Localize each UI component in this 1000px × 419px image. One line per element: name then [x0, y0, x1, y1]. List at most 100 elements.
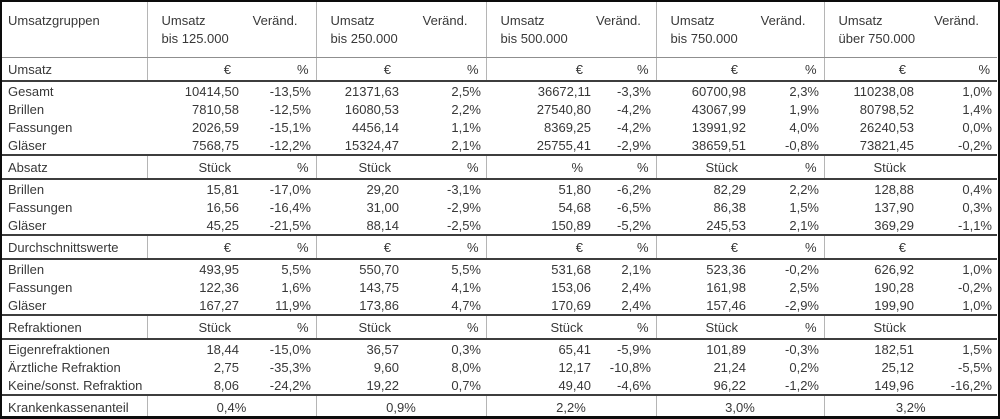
column-header-umsatz-über-750-000: Umsatz über 750.000 — [823, 2, 919, 58]
value-cell: 0,2% — [789, 359, 819, 375]
data-row-brillen: Brillen 7810,58 -12,5% 16080,53 2,2% 27540,80… — [2, 100, 997, 118]
column-header-umsatz-bis-750-000: Umsatz bis 750.000 — [655, 2, 751, 58]
header-line-1: Umsatz — [670, 12, 715, 28]
value-cell: 493,95 — [199, 261, 239, 277]
table-body: Umsatz €% €% €% €% €% Gesamt 10414,50 -13,5% 2137… — [2, 57, 997, 416]
data-row-eigenrefraktionen: Eigenrefraktionen 18,44 -15,0% 36,57 0,3% 65,… — [2, 339, 997, 358]
value-cell: 16,56 — [206, 199, 239, 215]
value-cell: 550,70 — [359, 261, 399, 277]
unit-cell: € — [485, 234, 596, 260]
value-cell: 2,1% — [789, 217, 819, 233]
data-row-gläser: Gläser 7568,75 -12,2% 15324,47 2,1% 25755,41 -… — [2, 136, 997, 155]
value-cell: 2,4% — [621, 279, 651, 295]
header-line-1: Veränd. — [760, 12, 806, 28]
value-cell: 1,0% — [962, 297, 992, 313]
footer-value-cell: 3,0% — [655, 394, 824, 416]
section-row-absatz: Absatz Stück% Stück%%% Stück% Stück — [2, 154, 997, 180]
value-cell: 167,27 — [199, 297, 239, 313]
value-cell: 36672,11 — [537, 83, 591, 99]
value-cell: 2,1% — [451, 137, 481, 153]
value-cell: 43067,99 — [691, 101, 746, 117]
value-cell: 2,3% — [789, 83, 819, 99]
column-header-veraend: Veränd. — [244, 2, 316, 58]
value-cell: -0,2% — [958, 137, 992, 153]
value-cell: 60700,98 — [691, 83, 746, 99]
value-cell: 1,5% — [962, 341, 992, 357]
value-cell: 88,14 — [366, 217, 399, 233]
value-cell: 110238,08 — [853, 83, 915, 99]
unit-cell — [919, 314, 997, 340]
unit-cell: % — [596, 154, 656, 180]
unit-cell: % — [596, 234, 656, 260]
footer-value-cell: 0,4% — [146, 394, 316, 416]
value-cell: -24,2% — [269, 377, 311, 393]
section-label: Absatz — [2, 154, 147, 180]
value-cell: 245,53 — [706, 217, 746, 233]
value-cell: 25755,41 — [536, 137, 591, 153]
column-header-veraend: Veränd. — [751, 2, 824, 58]
value-cell: 8,0% — [451, 359, 481, 375]
value-cell: 73821,45 — [859, 137, 914, 153]
value-cell: 2,4% — [621, 297, 651, 313]
data-row-fassungen: Fassungen 122,36 1,6% 143,75 4,1% 153,06 2,4% 1… — [2, 278, 997, 296]
value-cell: 2,75 — [213, 359, 239, 375]
value-cell: -4,2% — [617, 101, 651, 117]
unit-cell: % — [244, 234, 316, 260]
value-cell: 8369,25 — [544, 119, 591, 135]
value-cell: 26240,53 — [859, 119, 914, 135]
row-label: Gläser — [8, 137, 47, 153]
unit-cell: % — [919, 57, 997, 82]
data-row-brillen: Brillen 493,95 5,5% 550,70 5,5% 531,68 2,1% 523… — [2, 259, 997, 278]
header-line-2 — [751, 30, 806, 48]
unit-cell: € — [146, 234, 244, 260]
value-cell: 1,4% — [962, 101, 992, 117]
value-cell: 25,12 — [881, 359, 914, 375]
value-cell: 1,6% — [281, 279, 311, 295]
value-cell: -12,2% — [269, 137, 311, 153]
value-cell: 1,0% — [962, 261, 992, 277]
value-cell: 1,0% — [962, 83, 992, 99]
row-label: Fassungen — [8, 119, 73, 135]
unit-cell: Stück — [655, 314, 751, 340]
value-cell: -0,2% — [785, 261, 819, 277]
value-cell: 157,46 — [706, 297, 746, 313]
value-cell: 173,86 — [359, 297, 399, 313]
value-cell: 31,00 — [366, 199, 399, 215]
section-label: Durchschnittswerte — [2, 234, 147, 260]
value-cell: -10,8% — [609, 359, 651, 375]
unit-cell: Stück — [146, 314, 244, 340]
table-header: Umsatzgruppen Umsatz bis 125.000 Veränd. Ums… — [2, 2, 997, 58]
value-cell: 86,38 — [713, 199, 746, 215]
column-header-umsatz-bis-250-000: Umsatz bis 250.000 — [315, 2, 404, 58]
header-line-2 — [919, 30, 979, 48]
header-line-1: Veränd. — [934, 12, 979, 28]
value-cell: 21371,63 — [344, 83, 399, 99]
value-cell: 9,60 — [373, 359, 399, 375]
value-cell: -16,2% — [950, 377, 992, 393]
value-cell: 122,36 — [199, 279, 239, 295]
value-cell: 161,98 — [706, 279, 746, 295]
row-label: Gesamt — [8, 83, 54, 99]
value-cell: 29,20 — [366, 181, 399, 197]
value-cell: 0,3% — [451, 341, 481, 357]
row-label: Gläser — [8, 217, 47, 233]
value-cell: 128,88 — [874, 181, 914, 197]
value-cell: 45,25 — [206, 217, 239, 233]
unit-cell: % — [404, 154, 486, 180]
value-cell: 150,89 — [551, 217, 591, 233]
value-cell: -4,6% — [617, 377, 651, 393]
header-line-2 — [244, 30, 298, 48]
value-cell: -5,5% — [958, 359, 992, 375]
unit-cell: Stück — [823, 154, 919, 180]
value-cell: 21,24 — [713, 359, 746, 375]
value-cell: 0,0% — [962, 119, 992, 135]
value-cell: 170,69 — [551, 297, 591, 313]
row-label: Brillen — [8, 261, 45, 277]
value-cell: -1,2% — [785, 377, 819, 393]
value-cell: 4,0% — [789, 119, 819, 135]
unit-cell: % — [244, 57, 316, 82]
value-cell: 5,5% — [451, 261, 481, 277]
value-cell: 2,2% — [451, 101, 481, 117]
